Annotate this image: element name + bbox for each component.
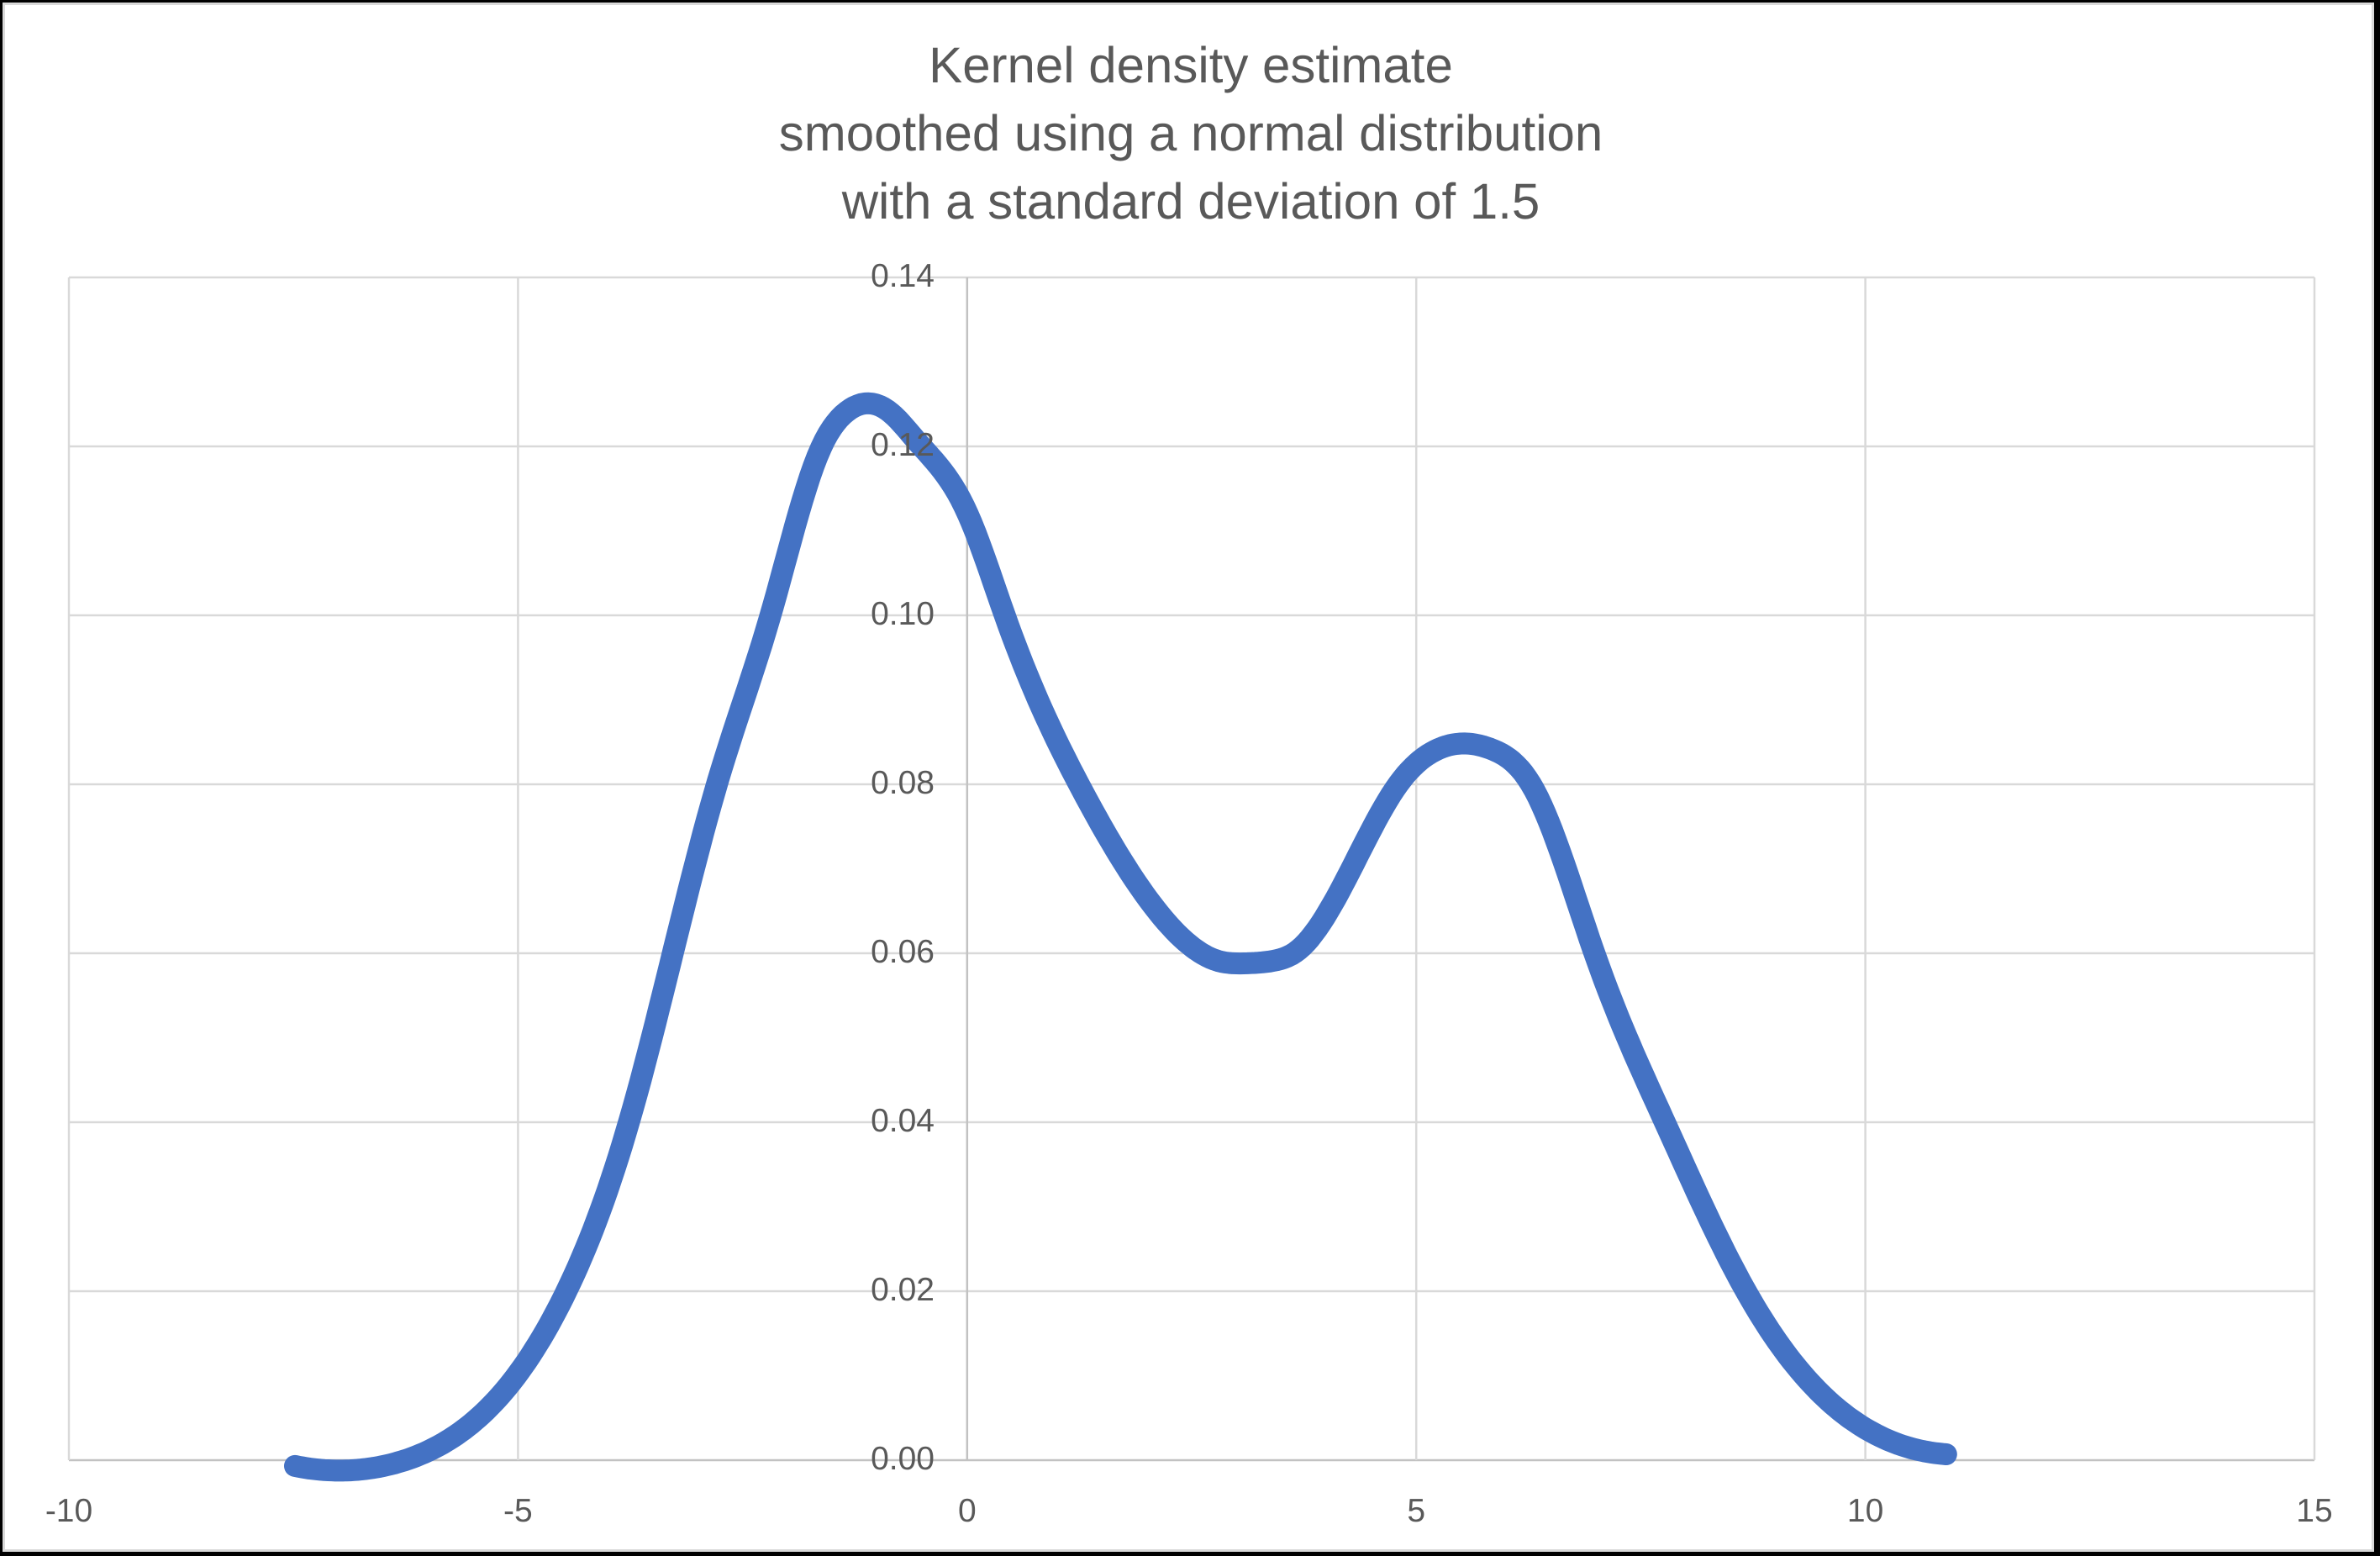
svg-text:0.14: 0.14 [871, 258, 935, 294]
svg-text:Kernel density estimate: Kernel density estimate [929, 37, 1453, 93]
svg-text:0.00: 0.00 [871, 1441, 935, 1477]
svg-text:15: 15 [2296, 1493, 2332, 1529]
svg-text:0.04: 0.04 [871, 1103, 935, 1139]
svg-text:0.02: 0.02 [871, 1272, 935, 1308]
svg-text:0: 0 [958, 1493, 977, 1529]
svg-text:with a standard deviation of 1: with a standard deviation of 1.5 [841, 173, 1540, 229]
svg-text:0.12: 0.12 [871, 427, 935, 463]
svg-text:-10: -10 [45, 1493, 92, 1529]
svg-text:0.08: 0.08 [871, 765, 935, 801]
svg-text:5: 5 [1407, 1493, 1425, 1529]
svg-text:-5: -5 [503, 1493, 533, 1529]
svg-text:smoothed using a normal distri: smoothed using a normal distribution [779, 105, 1603, 161]
svg-text:10: 10 [1847, 1493, 1883, 1529]
svg-text:0.10: 0.10 [871, 596, 935, 632]
svg-text:0.06: 0.06 [871, 934, 935, 970]
